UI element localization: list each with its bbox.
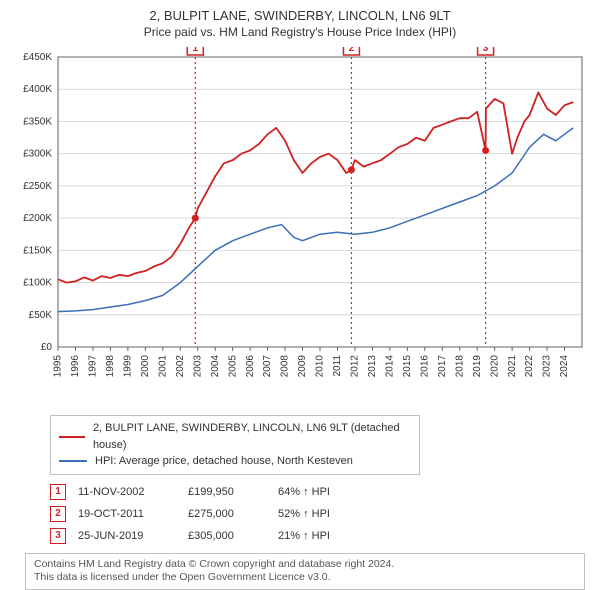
svg-text:2007: 2007 [262, 355, 273, 378]
legend-label: HPI: Average price, detached house, Nort… [95, 453, 353, 470]
svg-text:2016: 2016 [419, 355, 430, 378]
svg-text:£200K: £200K [23, 213, 52, 224]
svg-text:1995: 1995 [53, 355, 64, 378]
svg-text:2019: 2019 [472, 355, 483, 378]
svg-text:2: 2 [349, 47, 355, 54]
svg-text:2021: 2021 [507, 355, 518, 378]
sale-marker-badge: 2 [50, 506, 66, 522]
footer-line-2: This data is licensed under the Open Gov… [34, 571, 576, 585]
sale-row: 2 19-OCT-2011£275,00052% ↑ HPI [50, 503, 342, 525]
svg-text:£400K: £400K [23, 84, 52, 95]
chart-plot-area: £0 £50K £100K £150K £200K £250K £300K £350K £400… [10, 47, 590, 407]
svg-text:2004: 2004 [210, 355, 221, 378]
svg-text:2002: 2002 [175, 355, 186, 378]
svg-text:1998: 1998 [105, 355, 116, 378]
svg-text:2024: 2024 [559, 355, 570, 378]
svg-text:2005: 2005 [227, 355, 238, 378]
svg-text:2015: 2015 [402, 355, 413, 378]
svg-text:2003: 2003 [192, 355, 203, 378]
svg-text:2012: 2012 [350, 355, 361, 378]
svg-text:£150K: £150K [23, 245, 52, 256]
svg-text:£50K: £50K [29, 310, 53, 321]
sale-delta-vs-hpi: 21% ↑ HPI [278, 525, 342, 547]
svg-text:£350K: £350K [23, 116, 52, 127]
svg-text:2006: 2006 [245, 355, 256, 378]
chart-subtitle: Price paid vs. HM Land Registry's House … [10, 25, 590, 39]
svg-text:1997: 1997 [88, 355, 99, 378]
svg-text:2022: 2022 [524, 355, 535, 378]
chart-container: 2, BULPIT LANE, SWINDERBY, LINCOLN, LN6 … [0, 0, 600, 590]
svg-text:2013: 2013 [367, 355, 378, 378]
sale-marker-badge: 1 [50, 484, 66, 500]
sale-delta-vs-hpi: 64% ↑ HPI [278, 481, 342, 503]
legend-row: 2, BULPIT LANE, SWINDERBY, LINCOLN, LN6 … [59, 420, 411, 453]
svg-text:2020: 2020 [489, 355, 500, 378]
svg-text:2008: 2008 [280, 355, 291, 378]
svg-text:£100K: £100K [23, 278, 52, 289]
svg-text:1999: 1999 [123, 355, 134, 378]
svg-text:2010: 2010 [315, 355, 326, 378]
attribution-footer: Contains HM Land Registry data © Crown c… [25, 553, 585, 590]
sale-date: 19-OCT-2011 [78, 503, 188, 525]
svg-text:2017: 2017 [437, 355, 448, 378]
svg-text:3: 3 [483, 47, 489, 54]
sale-price: £305,000 [188, 525, 278, 547]
svg-text:2009: 2009 [297, 355, 308, 378]
svg-text:2011: 2011 [332, 355, 343, 377]
legend-swatch [59, 460, 87, 462]
svg-text:£450K: £450K [23, 52, 52, 63]
svg-text:2018: 2018 [454, 355, 465, 378]
legend-swatch [59, 436, 85, 438]
sale-date: 25-JUN-2019 [78, 525, 188, 547]
svg-text:1996: 1996 [70, 355, 81, 378]
svg-text:2000: 2000 [140, 355, 151, 378]
line-chart-svg: £0 £50K £100K £150K £200K £250K £300K £350K £400… [10, 47, 590, 407]
svg-text:£300K: £300K [23, 149, 52, 160]
svg-text:2001: 2001 [157, 355, 168, 378]
sales-table: 1 11-NOV-2002£199,95064% ↑ HPI 2 19-OCT-201… [50, 481, 342, 547]
svg-text:£0: £0 [41, 342, 53, 353]
svg-text:£250K: £250K [23, 181, 52, 192]
sale-price: £275,000 [188, 503, 278, 525]
svg-text:1: 1 [193, 47, 199, 54]
footer-line-1: Contains HM Land Registry data © Crown c… [34, 558, 576, 572]
chart-title: 2, BULPIT LANE, SWINDERBY, LINCOLN, LN6 … [10, 8, 590, 23]
sale-price: £199,950 [188, 481, 278, 503]
legend: 2, BULPIT LANE, SWINDERBY, LINCOLN, LN6 … [50, 415, 420, 475]
legend-label: 2, BULPIT LANE, SWINDERBY, LINCOLN, LN6 … [93, 420, 411, 453]
sale-marker-badge: 3 [50, 528, 66, 544]
sale-row: 3 25-JUN-2019£305,00021% ↑ HPI [50, 525, 342, 547]
sale-row: 1 11-NOV-2002£199,95064% ↑ HPI [50, 481, 342, 503]
svg-text:2023: 2023 [542, 355, 553, 378]
sale-date: 11-NOV-2002 [78, 481, 188, 503]
sale-delta-vs-hpi: 52% ↑ HPI [278, 503, 342, 525]
legend-row: HPI: Average price, detached house, Nort… [59, 453, 411, 470]
svg-text:2014: 2014 [385, 355, 396, 378]
